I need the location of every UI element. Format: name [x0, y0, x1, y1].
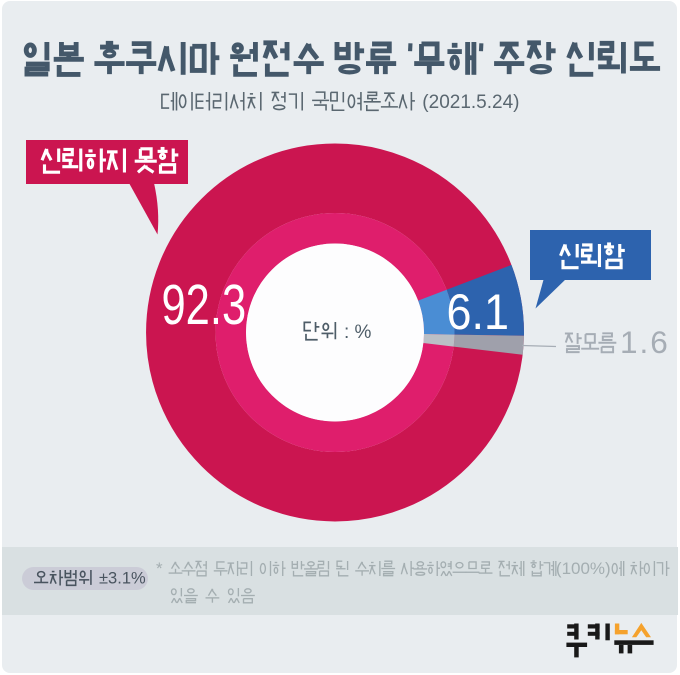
svg-text:1.6: 1.6 [620, 324, 670, 360]
svg-text:(100%): (100%) [556, 559, 611, 578]
svg-text:±3.1%: ±3.1% [99, 569, 146, 587]
svg-text:6.1: 6.1 [447, 284, 509, 340]
svg-text:: %: : % [344, 322, 372, 343]
svg-text:(2021.5.24): (2021.5.24) [422, 92, 519, 113]
svg-text:92.3: 92.3 [162, 272, 247, 336]
svg-text:*: * [156, 559, 163, 578]
